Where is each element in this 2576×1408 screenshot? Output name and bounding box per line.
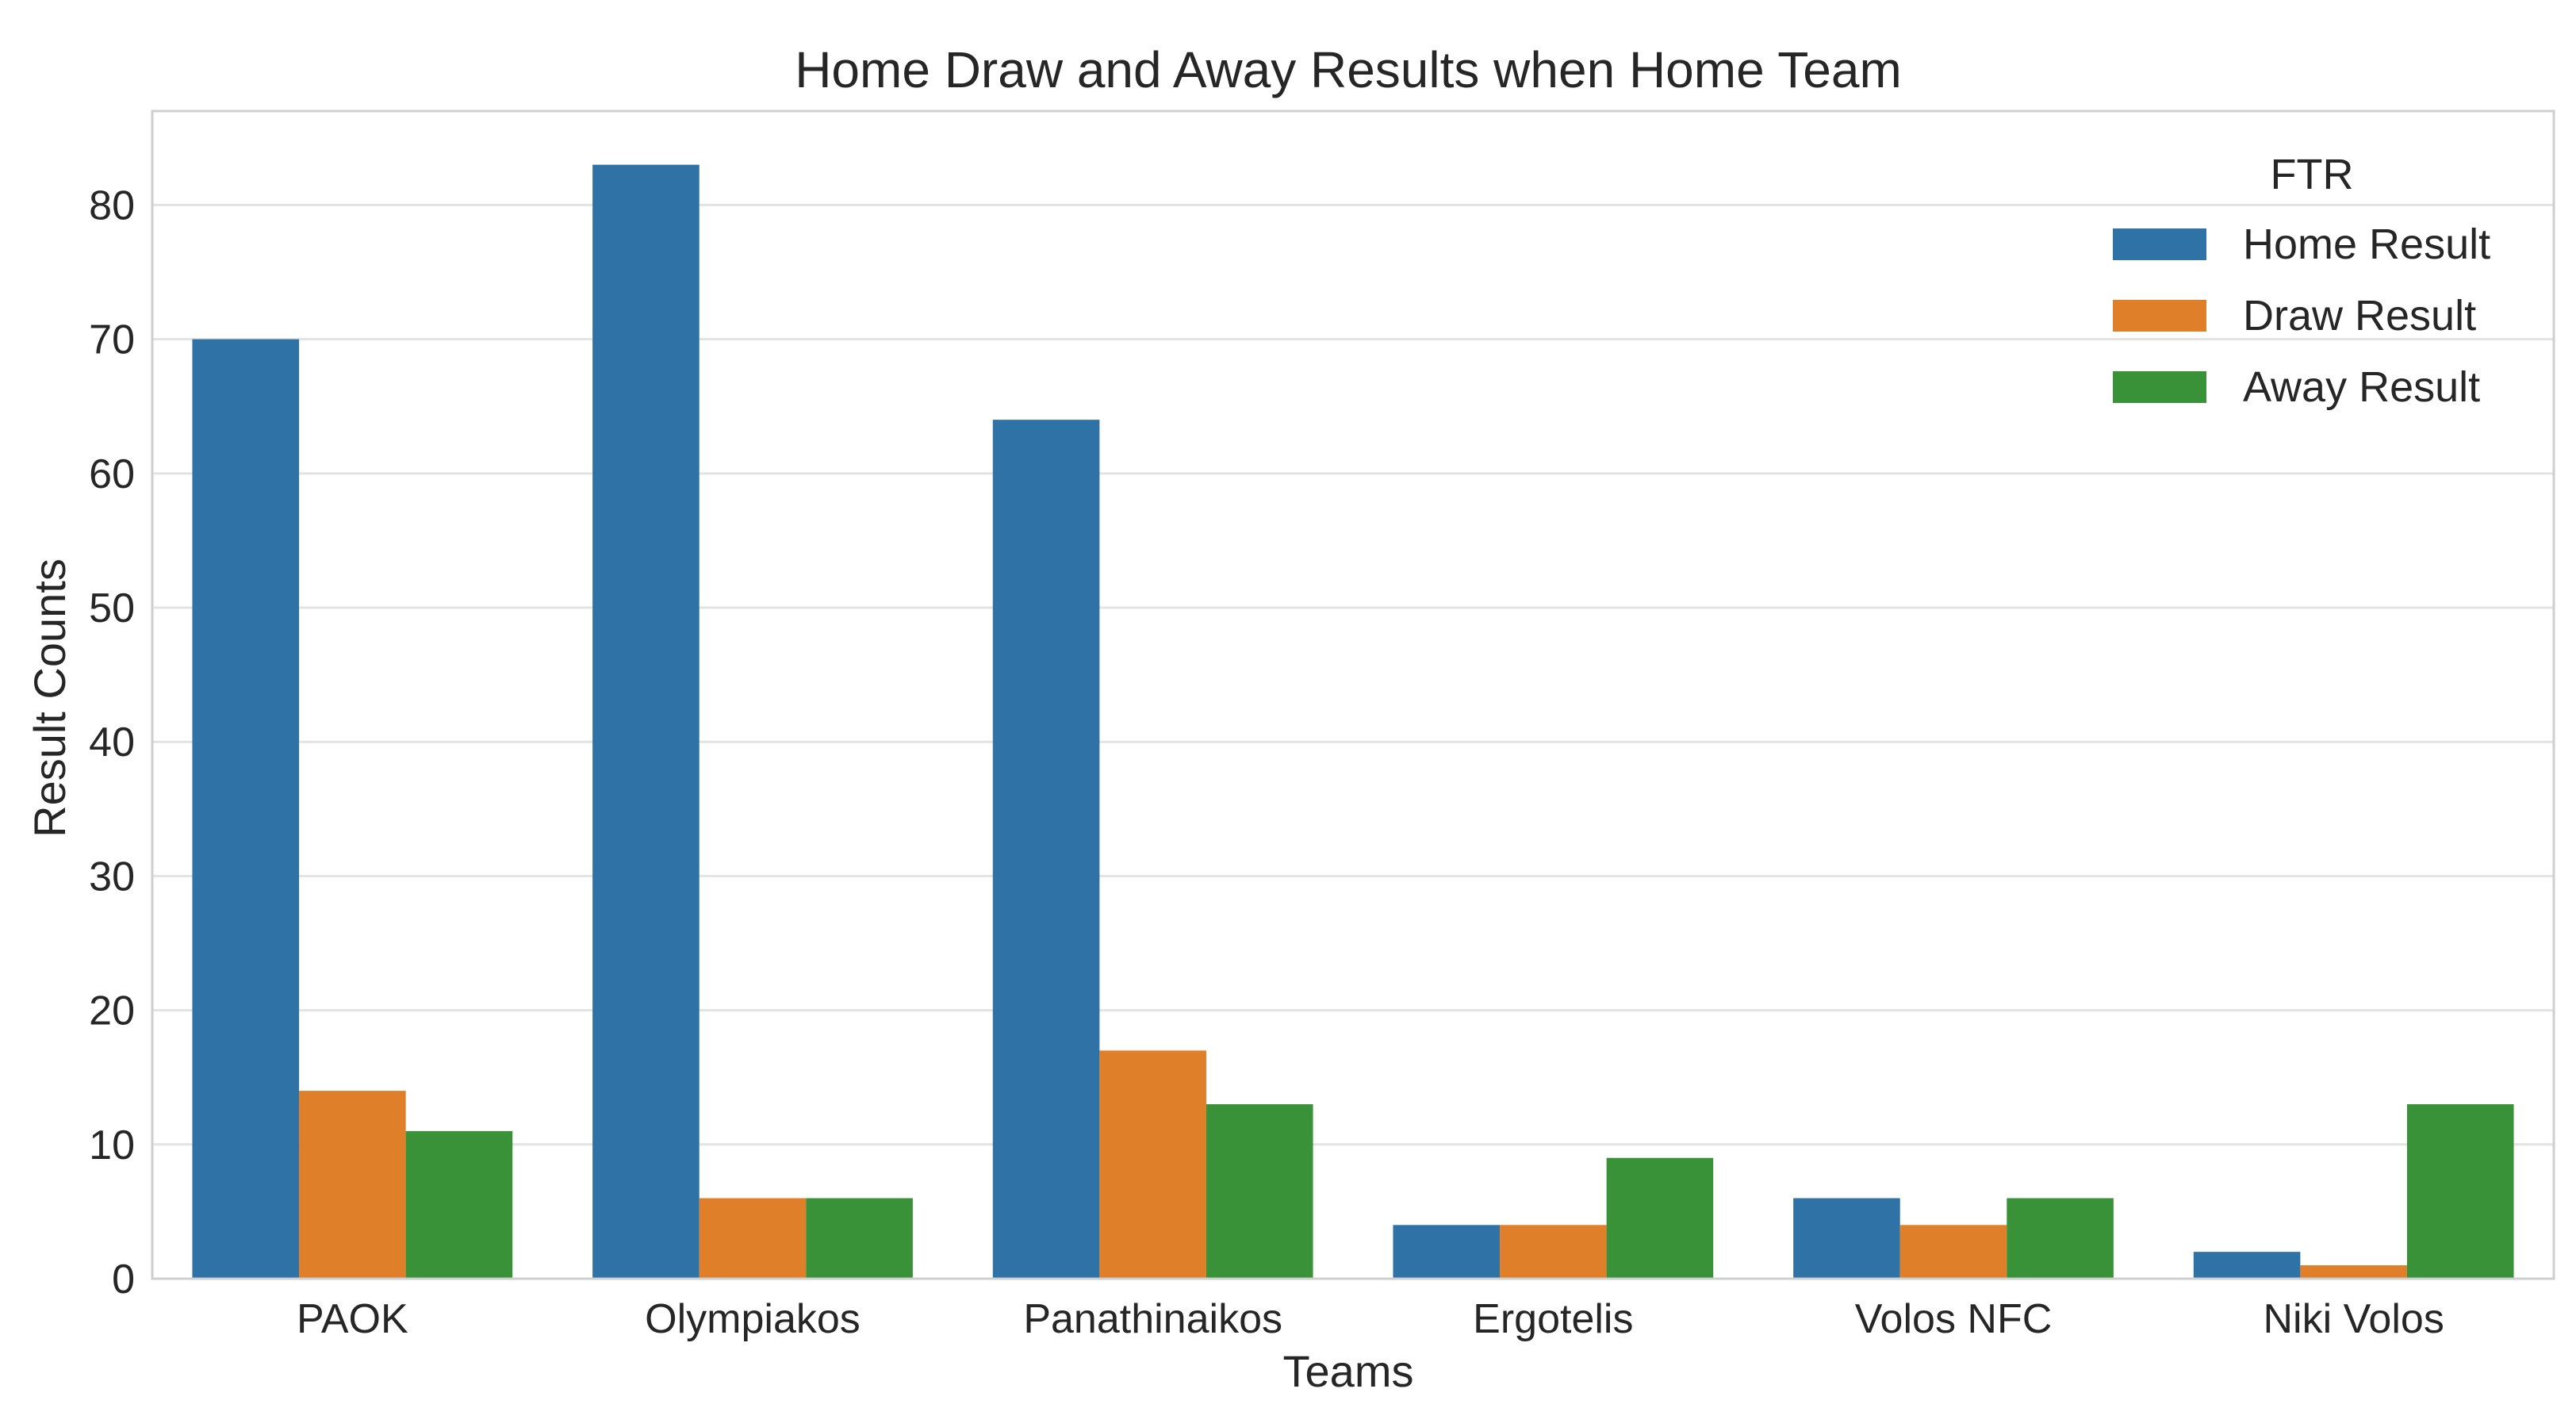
y-tick-label: 40 <box>89 719 135 765</box>
legend-swatch <box>2113 228 2206 260</box>
y-tick-label: 70 <box>89 317 135 363</box>
x-tick-label: PAOK <box>297 1296 408 1342</box>
x-tick-label: Volos NFC <box>1855 1296 2053 1342</box>
y-tick-label: 30 <box>89 854 135 900</box>
bar-away-result <box>2007 1198 2114 1279</box>
bar-away-result <box>405 1130 513 1279</box>
bars <box>192 164 2514 1279</box>
x-tick-label: Niki Volos <box>2264 1296 2444 1342</box>
legend: FTR Home Result Draw Result Away Result <box>2113 151 2490 411</box>
plot-frame <box>151 109 2555 1280</box>
legend-label: Home Result <box>2243 221 2490 268</box>
legend-title: FTR <box>2271 151 2354 198</box>
legend-label: Draw Result <box>2243 292 2476 340</box>
y-tick-label: 60 <box>89 451 135 497</box>
bar-home-result <box>192 339 300 1279</box>
bar-home-result <box>1793 1198 1900 1279</box>
x-tick-label: Ergotelis <box>1473 1296 1633 1342</box>
bar-away-result <box>2406 1104 2514 1279</box>
x-tick-label: Panathinaikos <box>1023 1296 1282 1342</box>
bar-draw-result <box>699 1198 807 1279</box>
y-axis-ticks: 0 10 20 30 40 50 60 70 80 <box>89 182 135 1302</box>
chart-title: Home Draw and Away Results when Home Tea… <box>795 41 1902 98</box>
bar-draw-result <box>1099 1050 1206 1279</box>
bar-draw-result <box>1899 1225 2007 1279</box>
x-axis-ticks: PAOK Olympiakos Panathinaikos Ergotelis Volo… <box>297 1296 2444 1342</box>
bar-home-result <box>592 164 700 1279</box>
legend-items: Home Result Draw Result Away Result <box>2113 221 2490 411</box>
bar-draw-result <box>2300 1265 2407 1279</box>
y-tick-label: 10 <box>89 1122 135 1168</box>
bar-draw-result <box>299 1091 406 1279</box>
y-tick-label: 0 <box>112 1256 135 1302</box>
y-tick-label: 80 <box>89 182 135 228</box>
y-tick-label: 50 <box>89 585 135 631</box>
y-tick-label: 20 <box>89 988 135 1034</box>
bar-away-result <box>1606 1157 1714 1279</box>
legend-swatch <box>2113 300 2206 332</box>
bar-away-result <box>806 1198 913 1279</box>
bar-home-result <box>992 420 1100 1279</box>
bar-draw-result <box>1500 1225 1607 1279</box>
bar-away-result <box>1206 1104 1313 1279</box>
y-axis-label: Result Counts <box>25 558 75 838</box>
legend-swatch <box>2113 371 2206 403</box>
legend-label: Away Result <box>2243 363 2480 411</box>
x-axis-label: Teams <box>1283 1346 1414 1396</box>
bar-home-result <box>2193 1252 2301 1279</box>
x-tick-label: Olympiakos <box>645 1296 861 1342</box>
bar-home-result <box>1393 1225 1501 1279</box>
